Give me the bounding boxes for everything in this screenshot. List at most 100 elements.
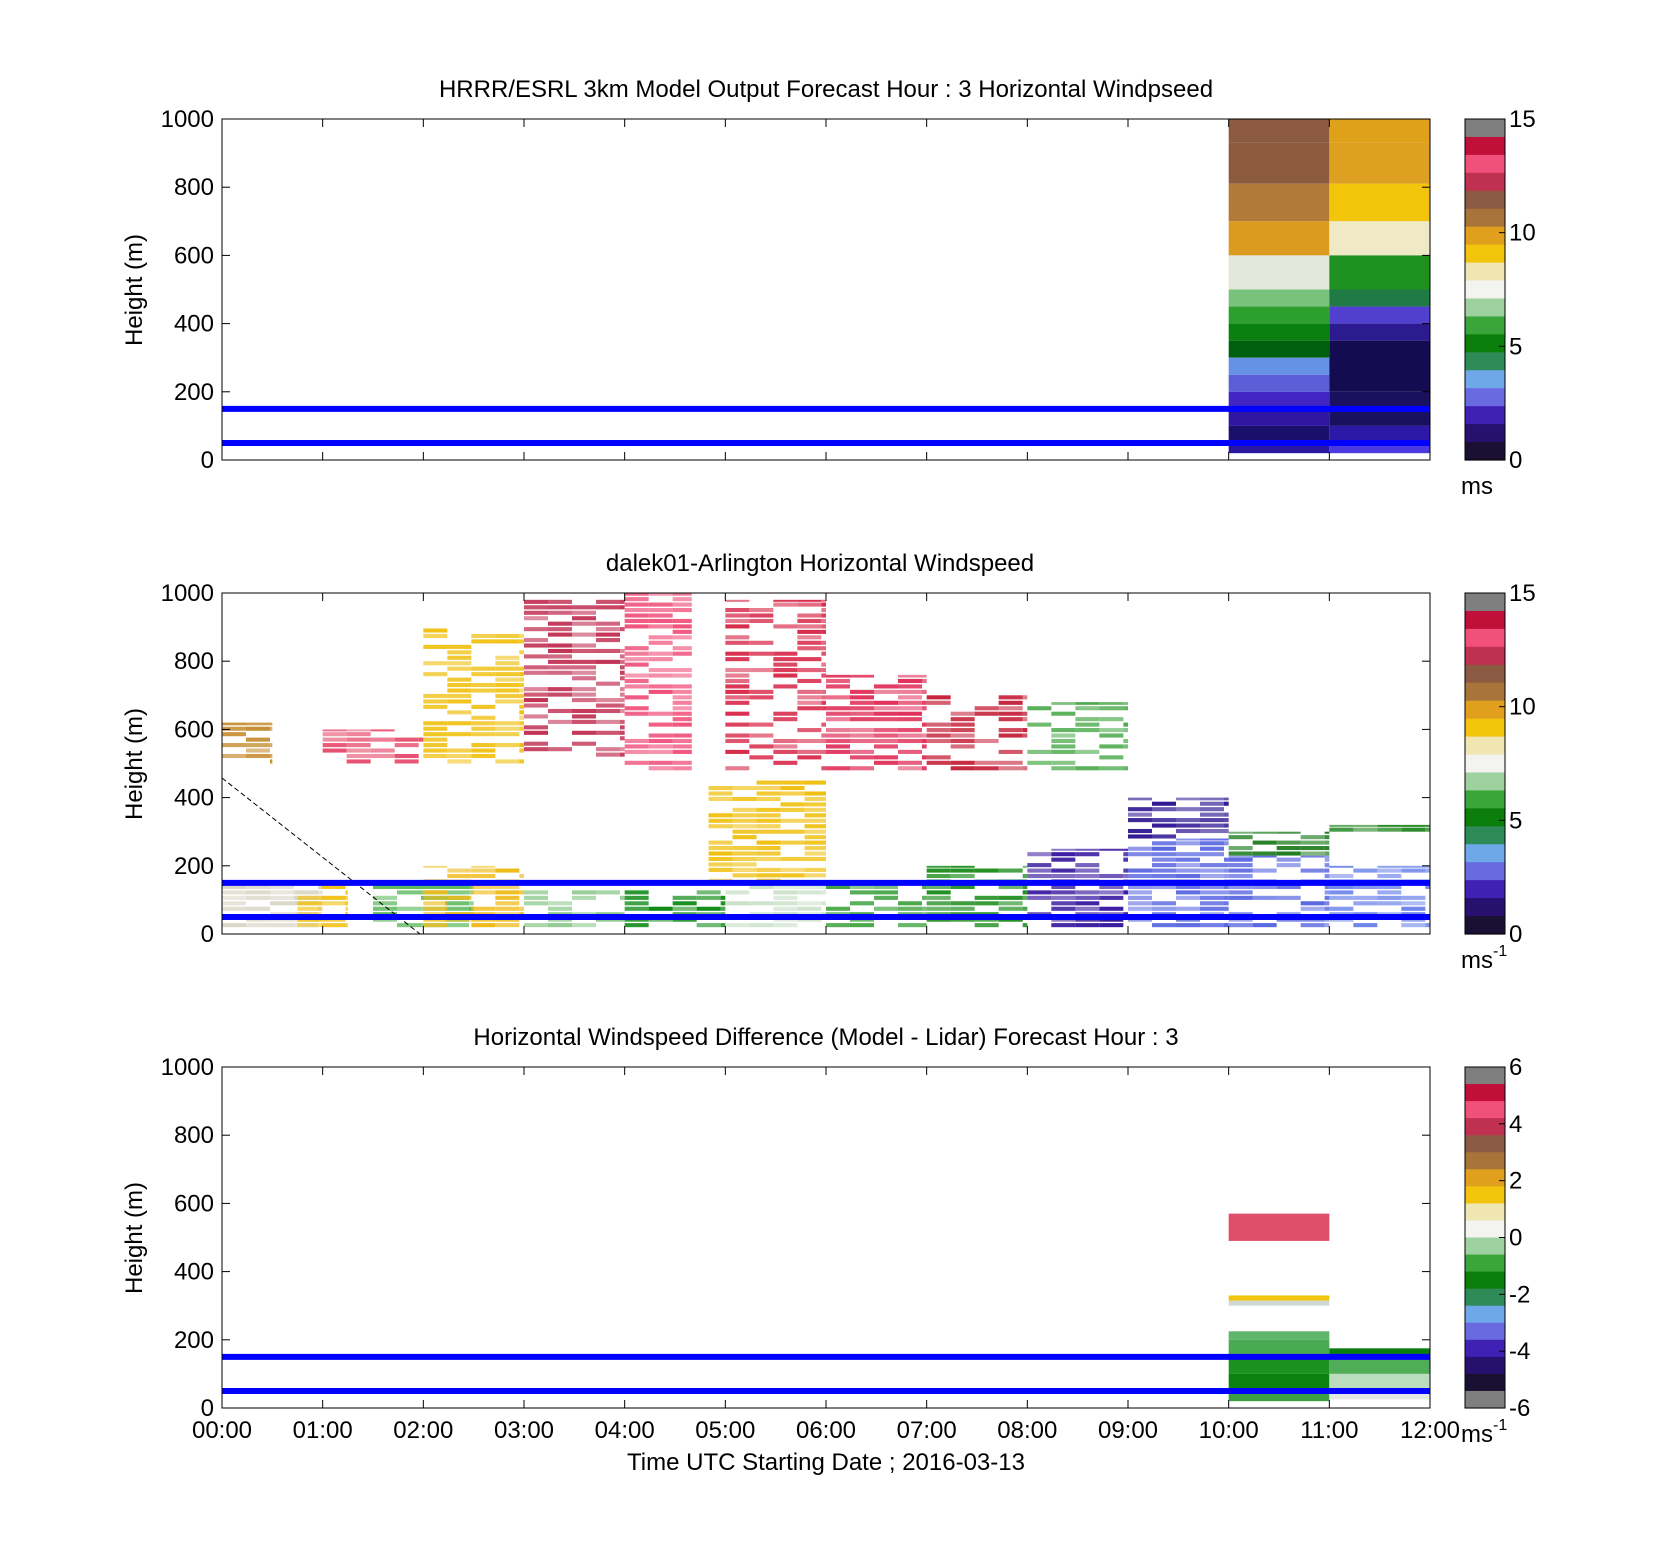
heatmap-cell — [548, 627, 572, 632]
heatmap-cell — [519, 748, 524, 753]
heatmap-cell — [1276, 857, 1301, 862]
heatmap-cell — [797, 728, 822, 733]
heatmap-cell — [1329, 142, 1430, 184]
panel-model-title: HRRR/ESRL 3km Model Output Forecast Hour… — [439, 76, 1213, 103]
heatmap-cell — [1228, 374, 1330, 392]
heatmap-cell — [821, 738, 826, 744]
heatmap-cell — [1075, 895, 1100, 900]
y-tick-label: 800 — [174, 174, 214, 201]
y-tick-label: 1000 — [161, 106, 214, 133]
heatmap-cell — [1401, 865, 1426, 868]
heatmap-cell — [672, 624, 692, 629]
heatmap-cell — [720, 901, 726, 906]
heatmap-cell — [445, 890, 469, 895]
heatmap-cell — [821, 618, 826, 624]
panel-lidar: dalek01-Arlington Horizontal Windspeed 0… — [121, 550, 1536, 974]
heatmap-cell — [1152, 857, 1176, 862]
heatmap-cell — [1176, 906, 1200, 911]
heatmap-cell — [773, 624, 798, 629]
heatmap-cell — [974, 901, 999, 906]
heatmap-cell — [620, 736, 625, 741]
heatmap-cell — [1200, 873, 1224, 879]
heatmap-cell — [222, 884, 246, 889]
heatmap-cell — [648, 906, 673, 911]
heatmap-cell — [624, 678, 649, 684]
heatmap-cell — [773, 717, 798, 722]
heatmap-cell — [1176, 828, 1200, 834]
heatmap-cell — [548, 665, 572, 670]
heatmap-cell — [874, 906, 898, 911]
heatmap-cell — [1022, 733, 1028, 738]
heatmap-cell — [998, 760, 1023, 765]
heatmap-cell — [624, 923, 649, 928]
y-tick-label: 400 — [174, 311, 214, 338]
heatmap-cell — [672, 901, 697, 906]
heatmap-cell — [725, 613, 750, 618]
heatmap-cell — [1200, 797, 1224, 801]
heatmap-cell — [1075, 728, 1100, 733]
colorbar-swatch — [1465, 298, 1505, 318]
heatmap-cell — [1027, 863, 1052, 868]
heatmap-cell — [1027, 852, 1052, 857]
heatmap-cell — [732, 786, 757, 791]
heatmap-cell — [471, 743, 496, 748]
heatmap-cell — [246, 722, 270, 726]
heatmap-cell — [648, 689, 673, 694]
heatmap-cell — [1099, 755, 1124, 760]
heatmap-cell — [495, 672, 520, 677]
heatmap-cell — [624, 890, 649, 895]
heatmap-cell — [756, 807, 781, 812]
heatmap-cell — [696, 890, 721, 895]
colorbar-swatch — [1465, 1067, 1505, 1085]
heatmap-cell — [519, 704, 524, 709]
heatmap-cell — [447, 693, 472, 699]
heatmap-cell — [1099, 766, 1124, 771]
heatmap-cell — [519, 633, 524, 639]
heatmap-cell — [1224, 857, 1229, 862]
heatmap-cell — [495, 661, 520, 666]
panel-lidar-xticks — [221, 593, 1431, 934]
heatmap-cell — [821, 629, 826, 634]
heatmap-cell — [346, 729, 371, 732]
colorbar-swatch — [1465, 1101, 1505, 1119]
colorbar-swatch — [1465, 1220, 1505, 1239]
heatmap-cell — [804, 818, 826, 823]
colorbar-swatch — [1465, 718, 1505, 738]
heatmap-cell — [648, 608, 673, 613]
heatmap-cell — [874, 733, 898, 738]
heatmap-cell — [471, 639, 496, 644]
x-tick-label: 09:00 — [1098, 1417, 1158, 1444]
heatmap-cell — [1075, 722, 1100, 727]
heatmap-cell — [998, 868, 1023, 873]
heatmap-cell — [596, 890, 620, 895]
heatmap-cell — [708, 813, 733, 818]
heatmap-cell — [926, 890, 951, 895]
heatmap-cell — [270, 890, 294, 895]
heatmap-cell — [732, 807, 757, 812]
heatmap-cell — [850, 695, 874, 700]
heatmap-cell — [648, 602, 673, 607]
heatmap-cell — [998, 700, 1023, 705]
heatmap-cell — [773, 749, 798, 754]
heatmap-cell — [524, 616, 548, 621]
heatmap-cell — [1252, 868, 1277, 873]
panel-difference-colorbar: -6 -4 -2 0 2 4 6 ms -1 — [1461, 1054, 1530, 1448]
heatmap-cell — [495, 895, 520, 900]
heatmap-cell — [572, 605, 596, 610]
heatmap-cell — [596, 632, 620, 637]
heatmap-cell — [394, 753, 419, 759]
heatmap-cell — [672, 711, 692, 716]
x-tick-label: 03:00 — [494, 1417, 554, 1444]
panel-lidar-colorbar: 0 5 10 15 ms -1 — [1461, 580, 1536, 974]
heatmap-cell — [797, 629, 822, 634]
heatmap-cell — [756, 829, 781, 834]
heatmap-cell — [1377, 901, 1402, 906]
heatmap-cell — [620, 895, 625, 900]
heatmap-cell — [756, 856, 781, 862]
panel-model-cells — [1228, 119, 1430, 454]
heatmap-cell — [720, 895, 726, 900]
x-tick-label: 12:00 — [1400, 1417, 1460, 1444]
heatmap-cell — [773, 651, 798, 656]
heatmap-cell — [1228, 846, 1253, 851]
heatmap-cell — [998, 901, 1023, 906]
